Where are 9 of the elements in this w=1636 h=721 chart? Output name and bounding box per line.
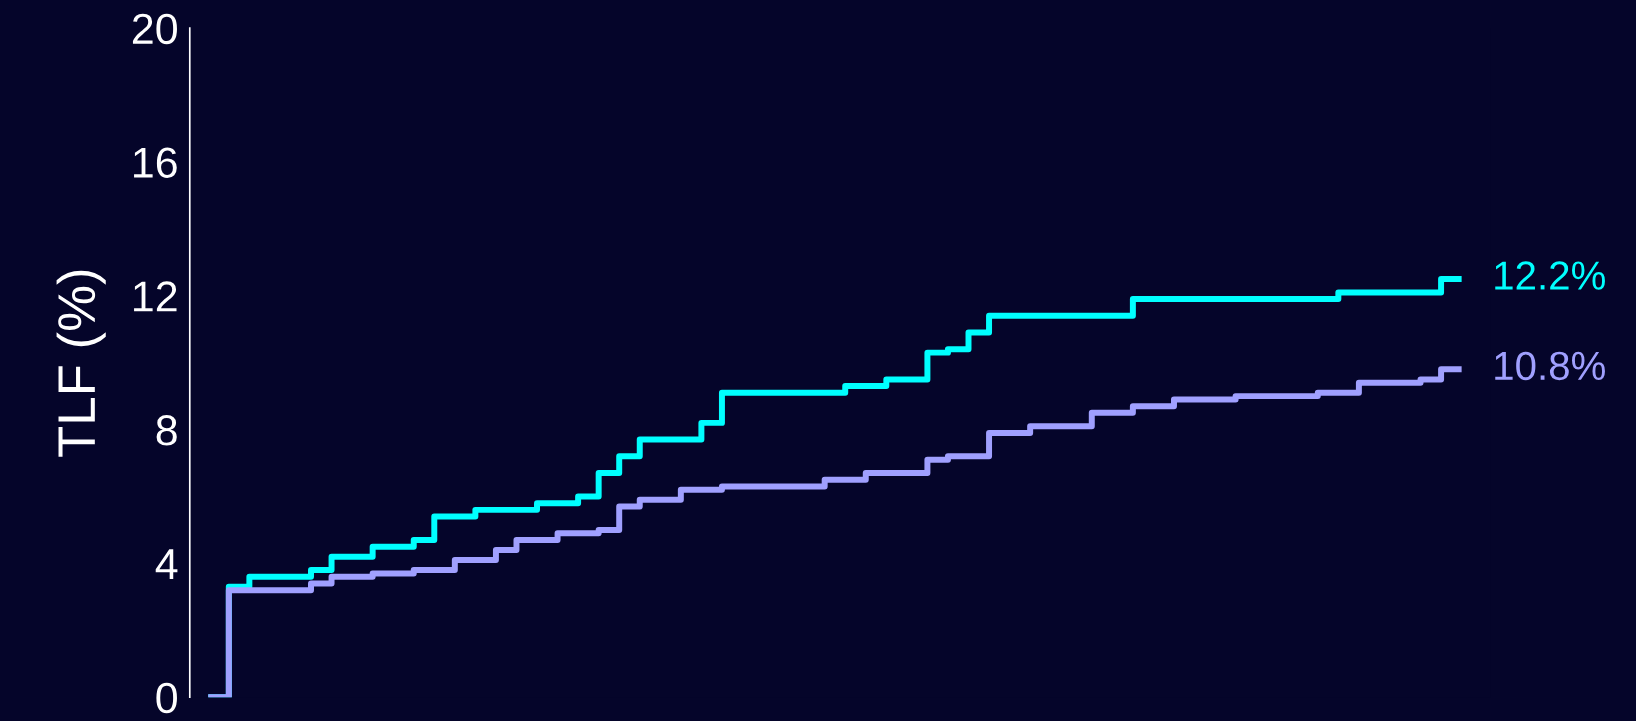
y-tick-label: 12	[134, 281, 177, 312]
y-axis-title: TLF (%)	[56, 270, 106, 457]
y-tick-label: 20	[132, 13, 177, 45]
text: 12.2%	[1495, 261, 1605, 290]
y-tick-label: 4	[155, 549, 178, 579]
y-tick-label: 0	[156, 682, 177, 714]
text: 10.8%	[1495, 351, 1605, 381]
y-tick-label: 8	[156, 415, 177, 446]
y-tick-label: 16	[134, 147, 177, 178]
